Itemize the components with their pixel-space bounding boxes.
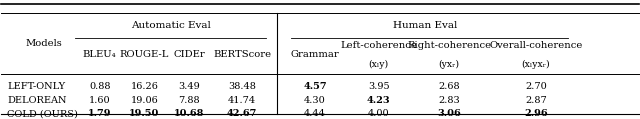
Text: Overall-coherence: Overall-coherence: [489, 41, 582, 50]
Text: 19.06: 19.06: [131, 96, 158, 105]
Text: 2.83: 2.83: [438, 96, 460, 105]
Text: 2.96: 2.96: [524, 109, 548, 118]
Text: Automatic Eval: Automatic Eval: [131, 21, 211, 30]
Text: 16.26: 16.26: [131, 82, 158, 91]
Text: CIDEr: CIDEr: [173, 50, 205, 60]
Text: 2.70: 2.70: [525, 82, 547, 91]
Text: 4.57: 4.57: [303, 82, 326, 91]
Text: (yxᵣ): (yxᵣ): [438, 60, 460, 69]
Text: (xₗyxᵣ): (xₗyxᵣ): [522, 60, 550, 69]
Text: 38.48: 38.48: [228, 82, 256, 91]
Text: Human Eval: Human Eval: [393, 21, 458, 30]
Text: BLEU₄: BLEU₄: [83, 50, 116, 60]
Text: 1.79: 1.79: [88, 109, 111, 118]
Text: LEFT-ONLY: LEFT-ONLY: [7, 82, 65, 91]
Text: COLD (OURS): COLD (OURS): [7, 109, 78, 118]
Text: 4.00: 4.00: [368, 109, 390, 118]
Text: 1.60: 1.60: [89, 96, 111, 105]
Text: Models: Models: [26, 39, 63, 48]
Text: 0.88: 0.88: [89, 82, 111, 91]
Text: 7.88: 7.88: [179, 96, 200, 105]
Text: DELOREAN: DELOREAN: [7, 96, 67, 105]
Text: 2.68: 2.68: [438, 82, 460, 91]
Text: Grammar: Grammar: [291, 50, 339, 60]
Text: 4.44: 4.44: [304, 109, 326, 118]
Text: 3.95: 3.95: [368, 82, 390, 91]
Text: 10.68: 10.68: [174, 109, 204, 118]
Text: Right-coherence: Right-coherence: [407, 41, 491, 50]
Text: 3.49: 3.49: [178, 82, 200, 91]
Text: 19.50: 19.50: [129, 109, 159, 118]
Text: 3.06: 3.06: [437, 109, 461, 118]
Text: ROUGE-L: ROUGE-L: [120, 50, 169, 60]
Text: 42.67: 42.67: [227, 109, 257, 118]
Text: 4.23: 4.23: [367, 96, 390, 105]
Text: 41.74: 41.74: [228, 96, 256, 105]
Text: Left-coherence: Left-coherence: [340, 41, 417, 50]
Text: 4.30: 4.30: [304, 96, 326, 105]
Text: (xₗy): (xₗy): [369, 60, 389, 69]
Text: BERTScore: BERTScore: [213, 50, 271, 60]
Text: 2.87: 2.87: [525, 96, 547, 105]
